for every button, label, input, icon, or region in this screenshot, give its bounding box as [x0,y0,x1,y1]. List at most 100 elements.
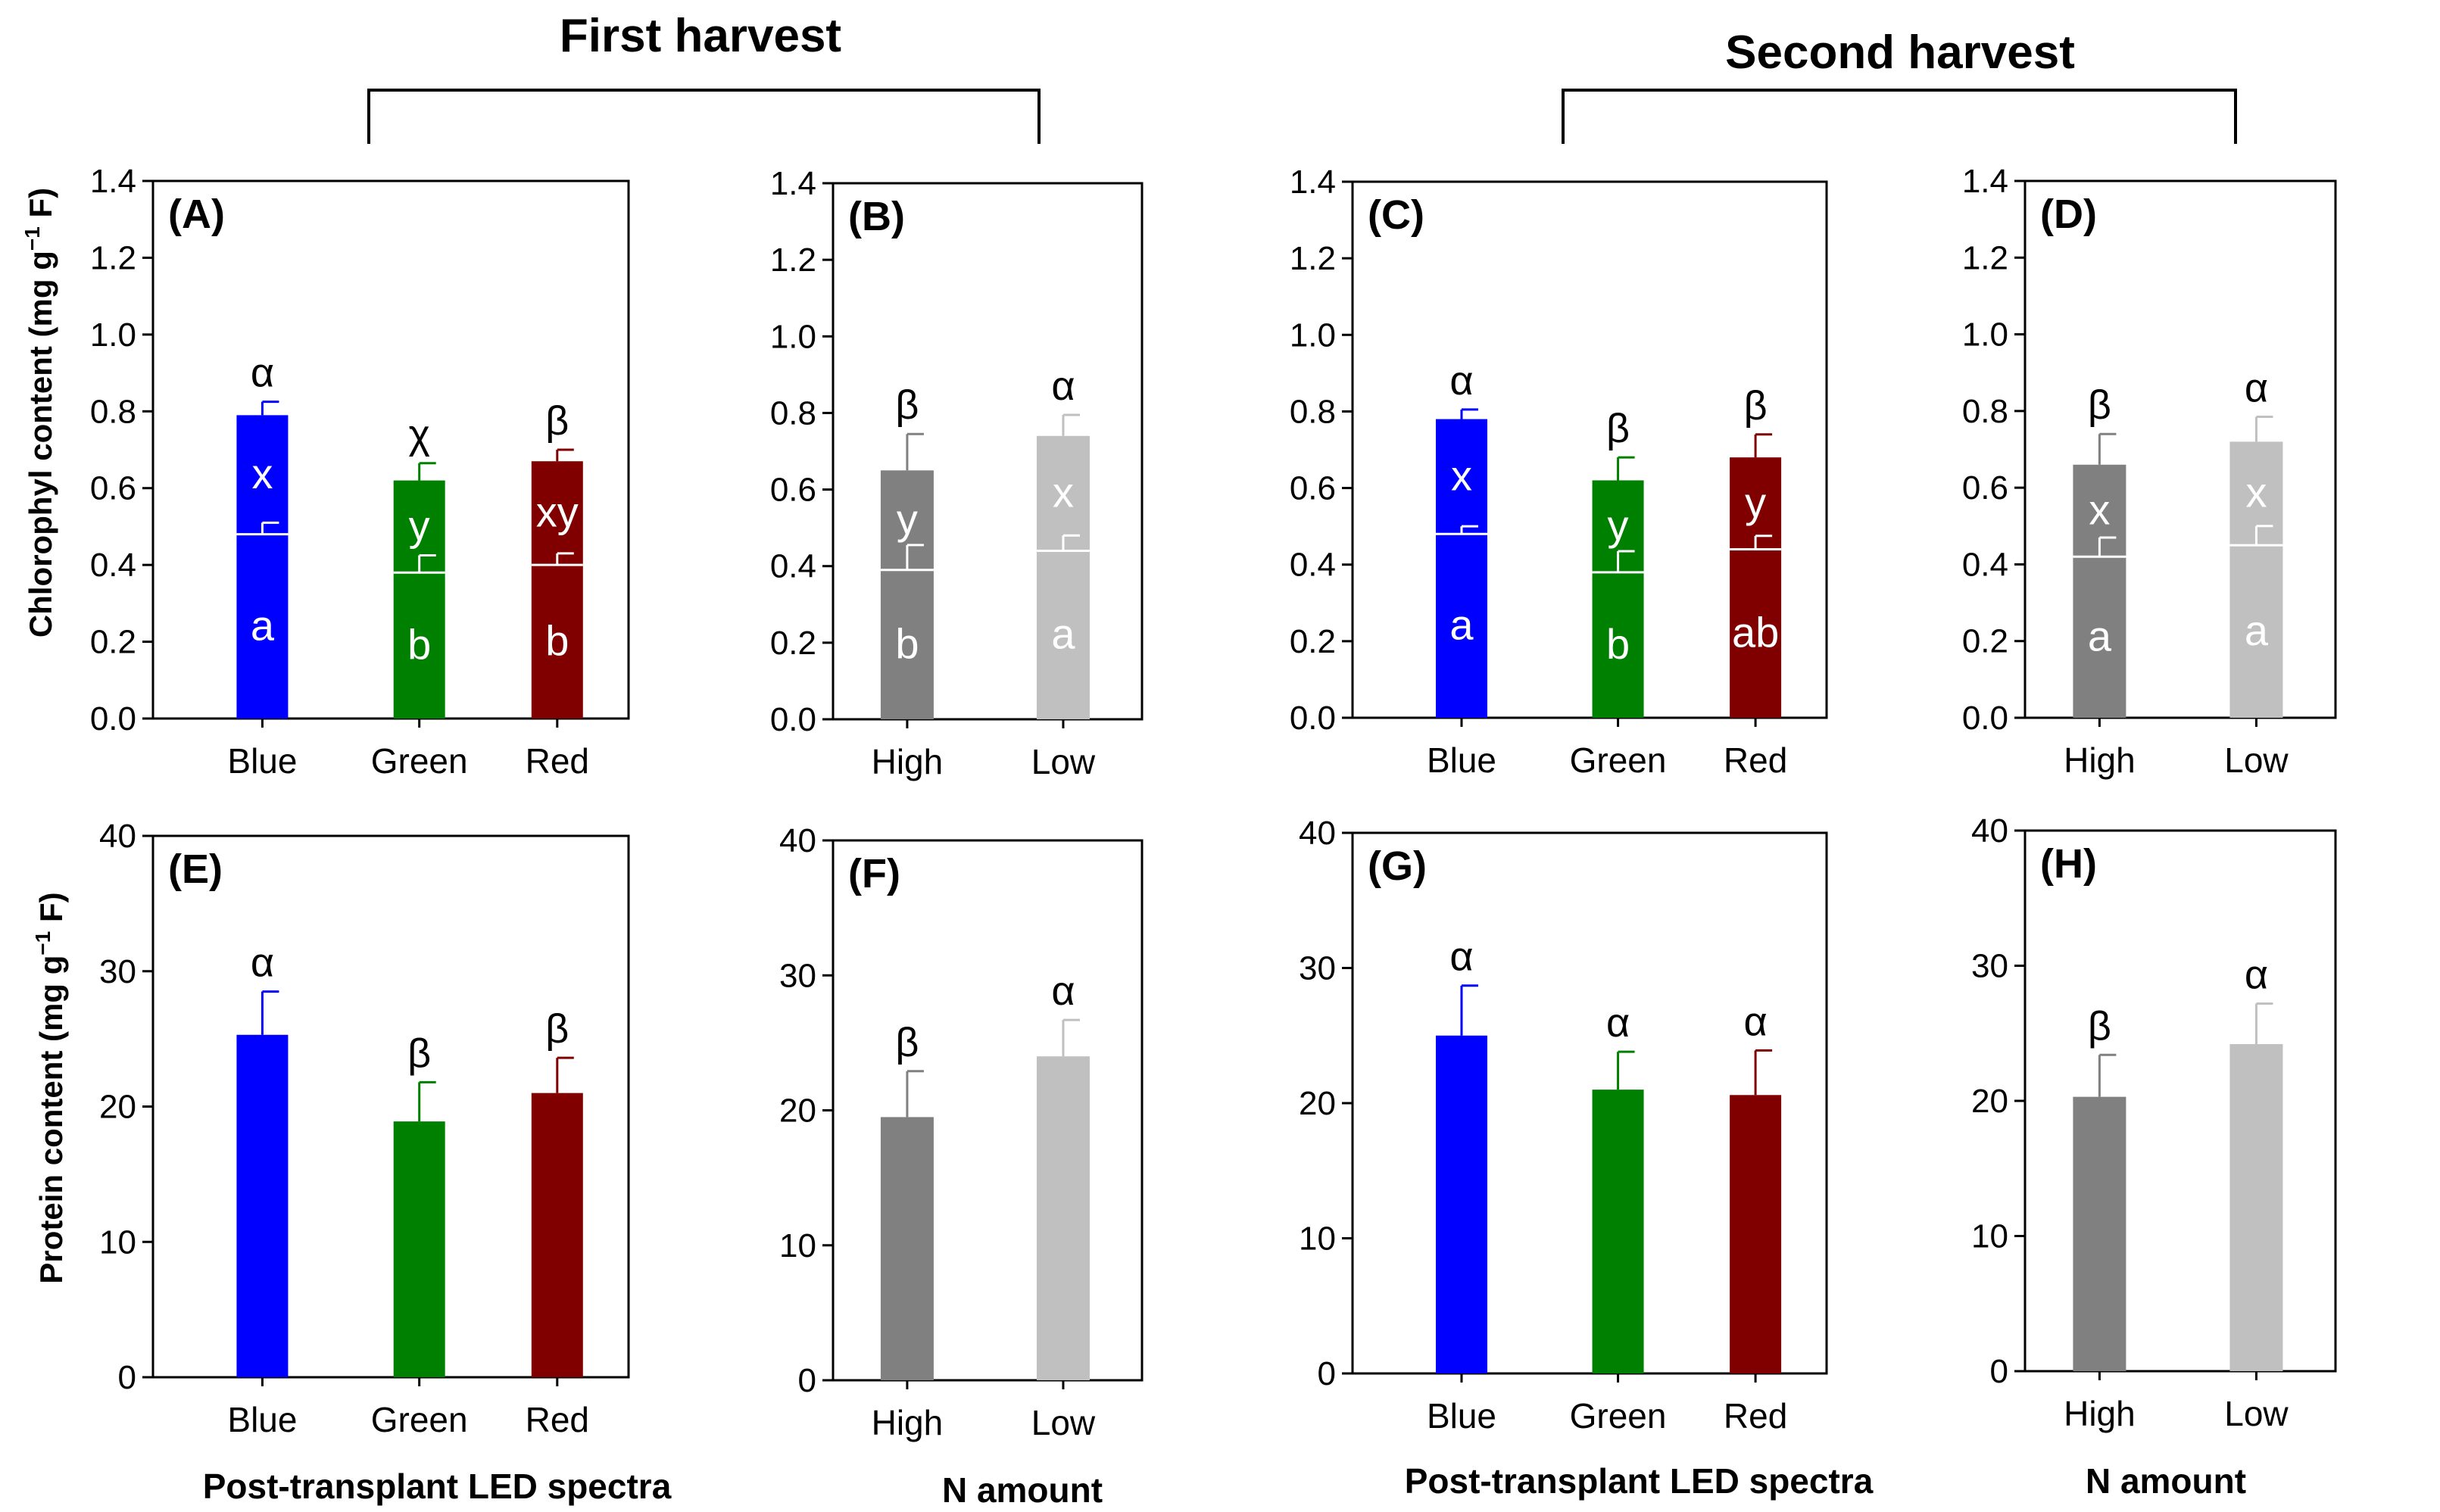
significance-letter: x [1053,469,1074,516]
bar [393,480,445,719]
significance-letter: y [1608,501,1629,549]
y-tick-label: 1.0 [1290,316,1336,354]
x-tick-label: High [2064,1394,2136,1433]
first-harvest-title: First harvest [560,10,841,62]
significance-letter: α [1051,968,1075,1014]
y-tick-label: 0.4 [1290,547,1336,584]
significance-letter: x [2245,469,2267,516]
bar [236,415,289,719]
bar [2073,1096,2126,1371]
significance-letter: a [251,601,275,649]
y-tick-label: 1.2 [1290,240,1336,277]
y-tick-label: 0.0 [1962,700,2008,737]
chart-panel-2: 0.0 0.2 0.4 0.6 0.8 1.0 1.2 1.4 (B) b y β High a x α Low [770,165,1144,781]
x-tick-label: Blue [1427,1396,1496,1436]
bar [2229,441,2283,718]
bar [1730,457,1782,718]
significance-letter: α [1743,999,1767,1044]
bar [1730,1095,1782,1373]
significance-letter: y [897,495,918,543]
panel-label: (H) [2040,841,2097,887]
significance-letter: α [251,351,274,396]
significance-letter: β [2088,1003,2111,1049]
panel-label: (G) [1368,843,1427,889]
bar [393,1121,445,1377]
significance-letter: b [545,617,569,665]
chart-panel-3: 0.0 0.2 0.4 0.6 0.8 1.0 1.2 1.4 (C) a x α Blue b y β Gre… [1290,164,1828,780]
x-tick-label: Blue [227,1400,297,1439]
protein-y-axis-label: Protein content (mg g−1 F) [31,892,69,1283]
significance-letter: β [407,1030,431,1076]
y-tick-label: 0 [1318,1355,1336,1392]
x-axis-label-n-amount-second: N amount [2086,1461,2246,1501]
panel-label: (D) [2040,192,2097,237]
y-tick-label: 0.6 [1290,470,1336,507]
x-tick-label: Green [371,1400,468,1439]
y-tick-label: 0.8 [770,394,816,432]
significance-letter: xy [536,488,579,536]
y-tick-label: 1.4 [1962,163,2008,200]
y-tick-label: 0.4 [770,548,816,585]
plot-frame [1351,180,1828,719]
panel-label: (A) [168,192,225,237]
y-tick-label: 0.6 [770,472,816,509]
x-tick-label: Red [526,741,589,781]
x-tick-label: Green [371,741,468,781]
significance-letter: a [1449,601,1474,649]
y-tick-label: 20 [99,1089,136,1126]
bar [236,1034,289,1377]
significance-letter: b [895,619,919,667]
significance-letter: α [2245,365,2268,410]
significance-letter: a [1051,610,1075,658]
bar [1592,480,1644,718]
y-tick-label: 0.8 [1290,393,1336,430]
y-tick-label: 1.2 [1962,239,2008,276]
y-tick-label: 10 [1299,1221,1336,1258]
significance-letter: β [545,1006,569,1052]
significance-letter: β [1744,383,1768,429]
y-tick-label: 0.2 [90,624,136,661]
significance-letter: β [1606,406,1630,451]
x-tick-label: Blue [227,741,297,781]
chart-panel-5: 0 10 20 30 40 (E) α Blue β Green β Red [99,818,630,1439]
y-tick-label: 0.4 [90,547,136,584]
x-tick-label: Red [526,1400,589,1439]
panels: 0.00.20.40.60.81.01.21.4(A)axαBluebyχGre… [90,163,2337,1442]
x-tick-label: Green [1570,1396,1667,1436]
y-tick-label: 20 [1971,1083,2008,1120]
y-tick-label: 1.4 [770,165,816,202]
chart-panel-1: 0.0 0.2 0.4 0.6 0.8 1.0 1.2 1.4 (A) a x α Blue b yχ Gre… [90,163,630,781]
plot-frame [151,179,630,720]
significance-letter: α [1449,934,1473,980]
significance-letter: b [1606,620,1630,668]
significance-letter: β [895,382,919,428]
significance-letter: y [1745,479,1766,526]
bar [1036,1056,1090,1380]
significance-letter: χ [409,412,430,457]
y-tick-label: 40 [1971,812,2008,850]
x-tick-label: Blue [1427,740,1496,780]
y-tick-label: 40 [1299,815,1336,852]
significance-letter: a [2088,613,2112,660]
plot-frame [832,182,1144,721]
y-tick-label: 30 [1299,950,1336,987]
y-tick-label: 1.4 [1290,164,1336,201]
x-tick-label: High [2064,740,2136,780]
bar [2229,1044,2283,1371]
y-tick-label: 40 [779,822,816,859]
second-harvest-bracket [1562,89,2237,144]
significance-letter: α [1606,1000,1630,1046]
y-tick-label: 0 [1990,1353,2008,1390]
y-tick-label: 0.8 [1962,393,2008,430]
significance-letter: α [1051,363,1075,409]
x-tick-label: Red [1724,1396,1787,1436]
second-harvest-title: Second harvest [1725,26,2075,79]
y-tick-label: 0.2 [1962,623,2008,660]
significance-letter: y [409,501,430,549]
y-tick-label: 0 [118,1359,136,1396]
significance-letter: x [1451,451,1472,499]
y-tick-label: 0.2 [1290,623,1336,660]
significance-letter: x [251,450,273,497]
bar [880,1117,934,1380]
panel-label: (B) [848,194,905,239]
